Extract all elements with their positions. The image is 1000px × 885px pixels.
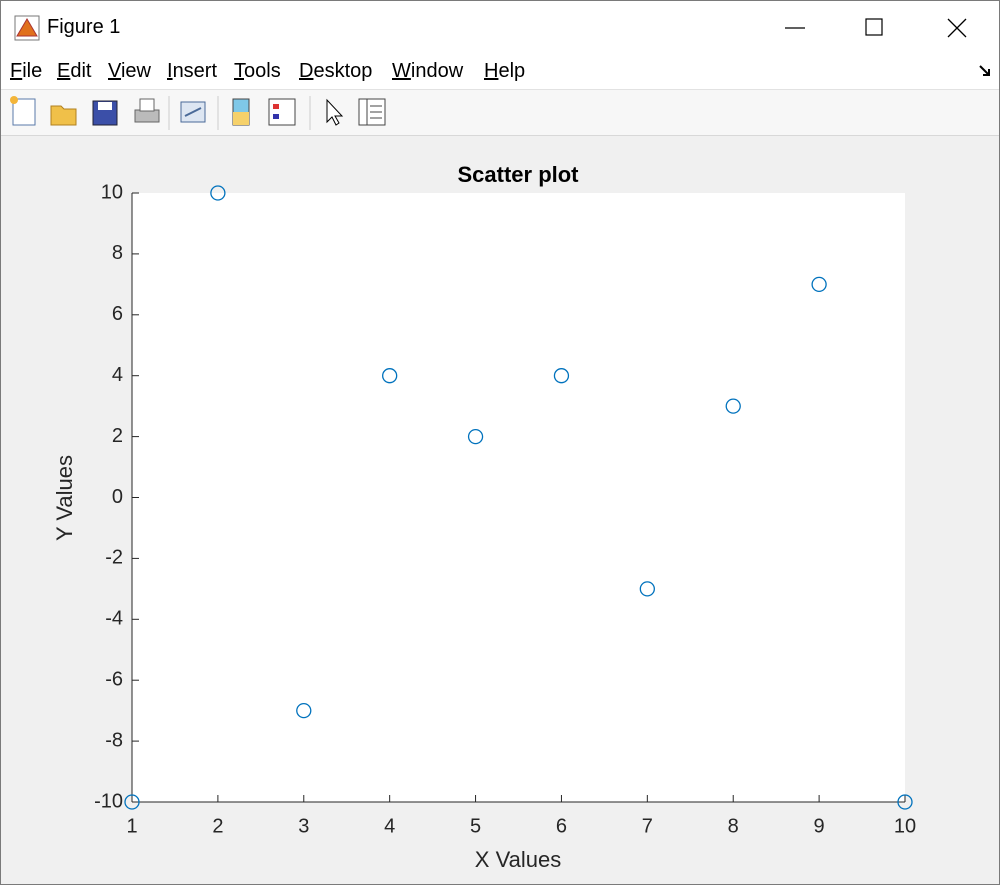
- property-editor-button[interactable]: [358, 98, 386, 126]
- x-tick-label: 3: [298, 815, 309, 837]
- scatter-point: [811, 276, 827, 293]
- window-title: Figure 1: [47, 16, 121, 38]
- open-file-button[interactable]: [50, 105, 77, 126]
- plot-area: [132, 193, 905, 802]
- toolbar-icons: [10, 96, 386, 130]
- legend-button[interactable]: [268, 98, 296, 126]
- new-figure-button[interactable]: [10, 96, 36, 126]
- menu-item[interactable]: Tools: [234, 60, 281, 82]
- x-tick-label: 7: [642, 815, 653, 837]
- menu-item[interactable]: Edit: [57, 60, 92, 82]
- scatter-point: [210, 185, 226, 201]
- edit-plot-button[interactable]: [326, 98, 344, 126]
- title-bar: Figure 1: [1, 1, 999, 55]
- app-icon-logo: [16, 18, 38, 37]
- y-tick-label: 6: [112, 303, 123, 325]
- menu-item[interactable]: File: [10, 60, 43, 82]
- print-button[interactable]: [134, 98, 160, 123]
- menu-item[interactable]: Help: [484, 60, 526, 82]
- maximize-button[interactable]: [846, 6, 906, 50]
- menu-item[interactable]: View: [108, 60, 151, 82]
- x-tick-label: 8: [728, 815, 739, 837]
- scatter-point: [296, 703, 312, 719]
- x-axis-label: X Values: [475, 847, 561, 872]
- scatter-point: [124, 794, 140, 810]
- save-button[interactable]: [92, 100, 118, 126]
- x-tick-label: 1: [126, 815, 137, 837]
- y-tick-label: 2: [112, 425, 123, 447]
- y-tick-label: -6: [105, 668, 123, 690]
- y-tick-label: 10: [101, 181, 123, 203]
- scatter-point: [897, 794, 913, 810]
- scatter-point: [467, 428, 484, 445]
- y-tick-label: -4: [105, 608, 123, 630]
- toolbar: [1, 89, 999, 136]
- y-tick-label: -8: [105, 729, 123, 751]
- x-tick-label: 2: [212, 815, 223, 837]
- y-tick-label: 4: [112, 364, 123, 386]
- dock-button[interactable]: [977, 63, 993, 79]
- y-tick-label: -2: [105, 547, 123, 569]
- menu-item[interactable]: Window: [392, 60, 464, 82]
- chart-title: Scatter plot: [457, 162, 579, 187]
- x-tick-label: 4: [384, 815, 395, 837]
- scatter-point: [639, 581, 655, 597]
- y-tick-label: 8: [112, 242, 123, 264]
- x-tick-label: 5: [470, 815, 481, 837]
- menu-item[interactable]: Desktop: [299, 60, 373, 82]
- y-tick-label: 0: [112, 486, 123, 508]
- x-tick-label: 6: [556, 815, 567, 837]
- scatter-point: [553, 368, 570, 384]
- scatter-point: [382, 368, 398, 384]
- x-tick-label: 9: [814, 815, 825, 837]
- scatter-point: [725, 398, 741, 414]
- title-bar-graphics: [14, 6, 986, 50]
- link-plot-button[interactable]: [180, 101, 206, 123]
- colorbar-button[interactable]: [232, 98, 250, 126]
- y-axis-label: Y Values: [52, 455, 77, 541]
- y-tick-label: -10: [94, 790, 123, 812]
- minimize-button[interactable]: [766, 6, 826, 50]
- x-tick-label: 10: [894, 815, 916, 837]
- menu-item[interactable]: Insert: [167, 60, 218, 82]
- close-button[interactable]: [926, 6, 986, 50]
- menu-bar: File Edit View Insert Tools Desktop Wind…: [1, 55, 999, 89]
